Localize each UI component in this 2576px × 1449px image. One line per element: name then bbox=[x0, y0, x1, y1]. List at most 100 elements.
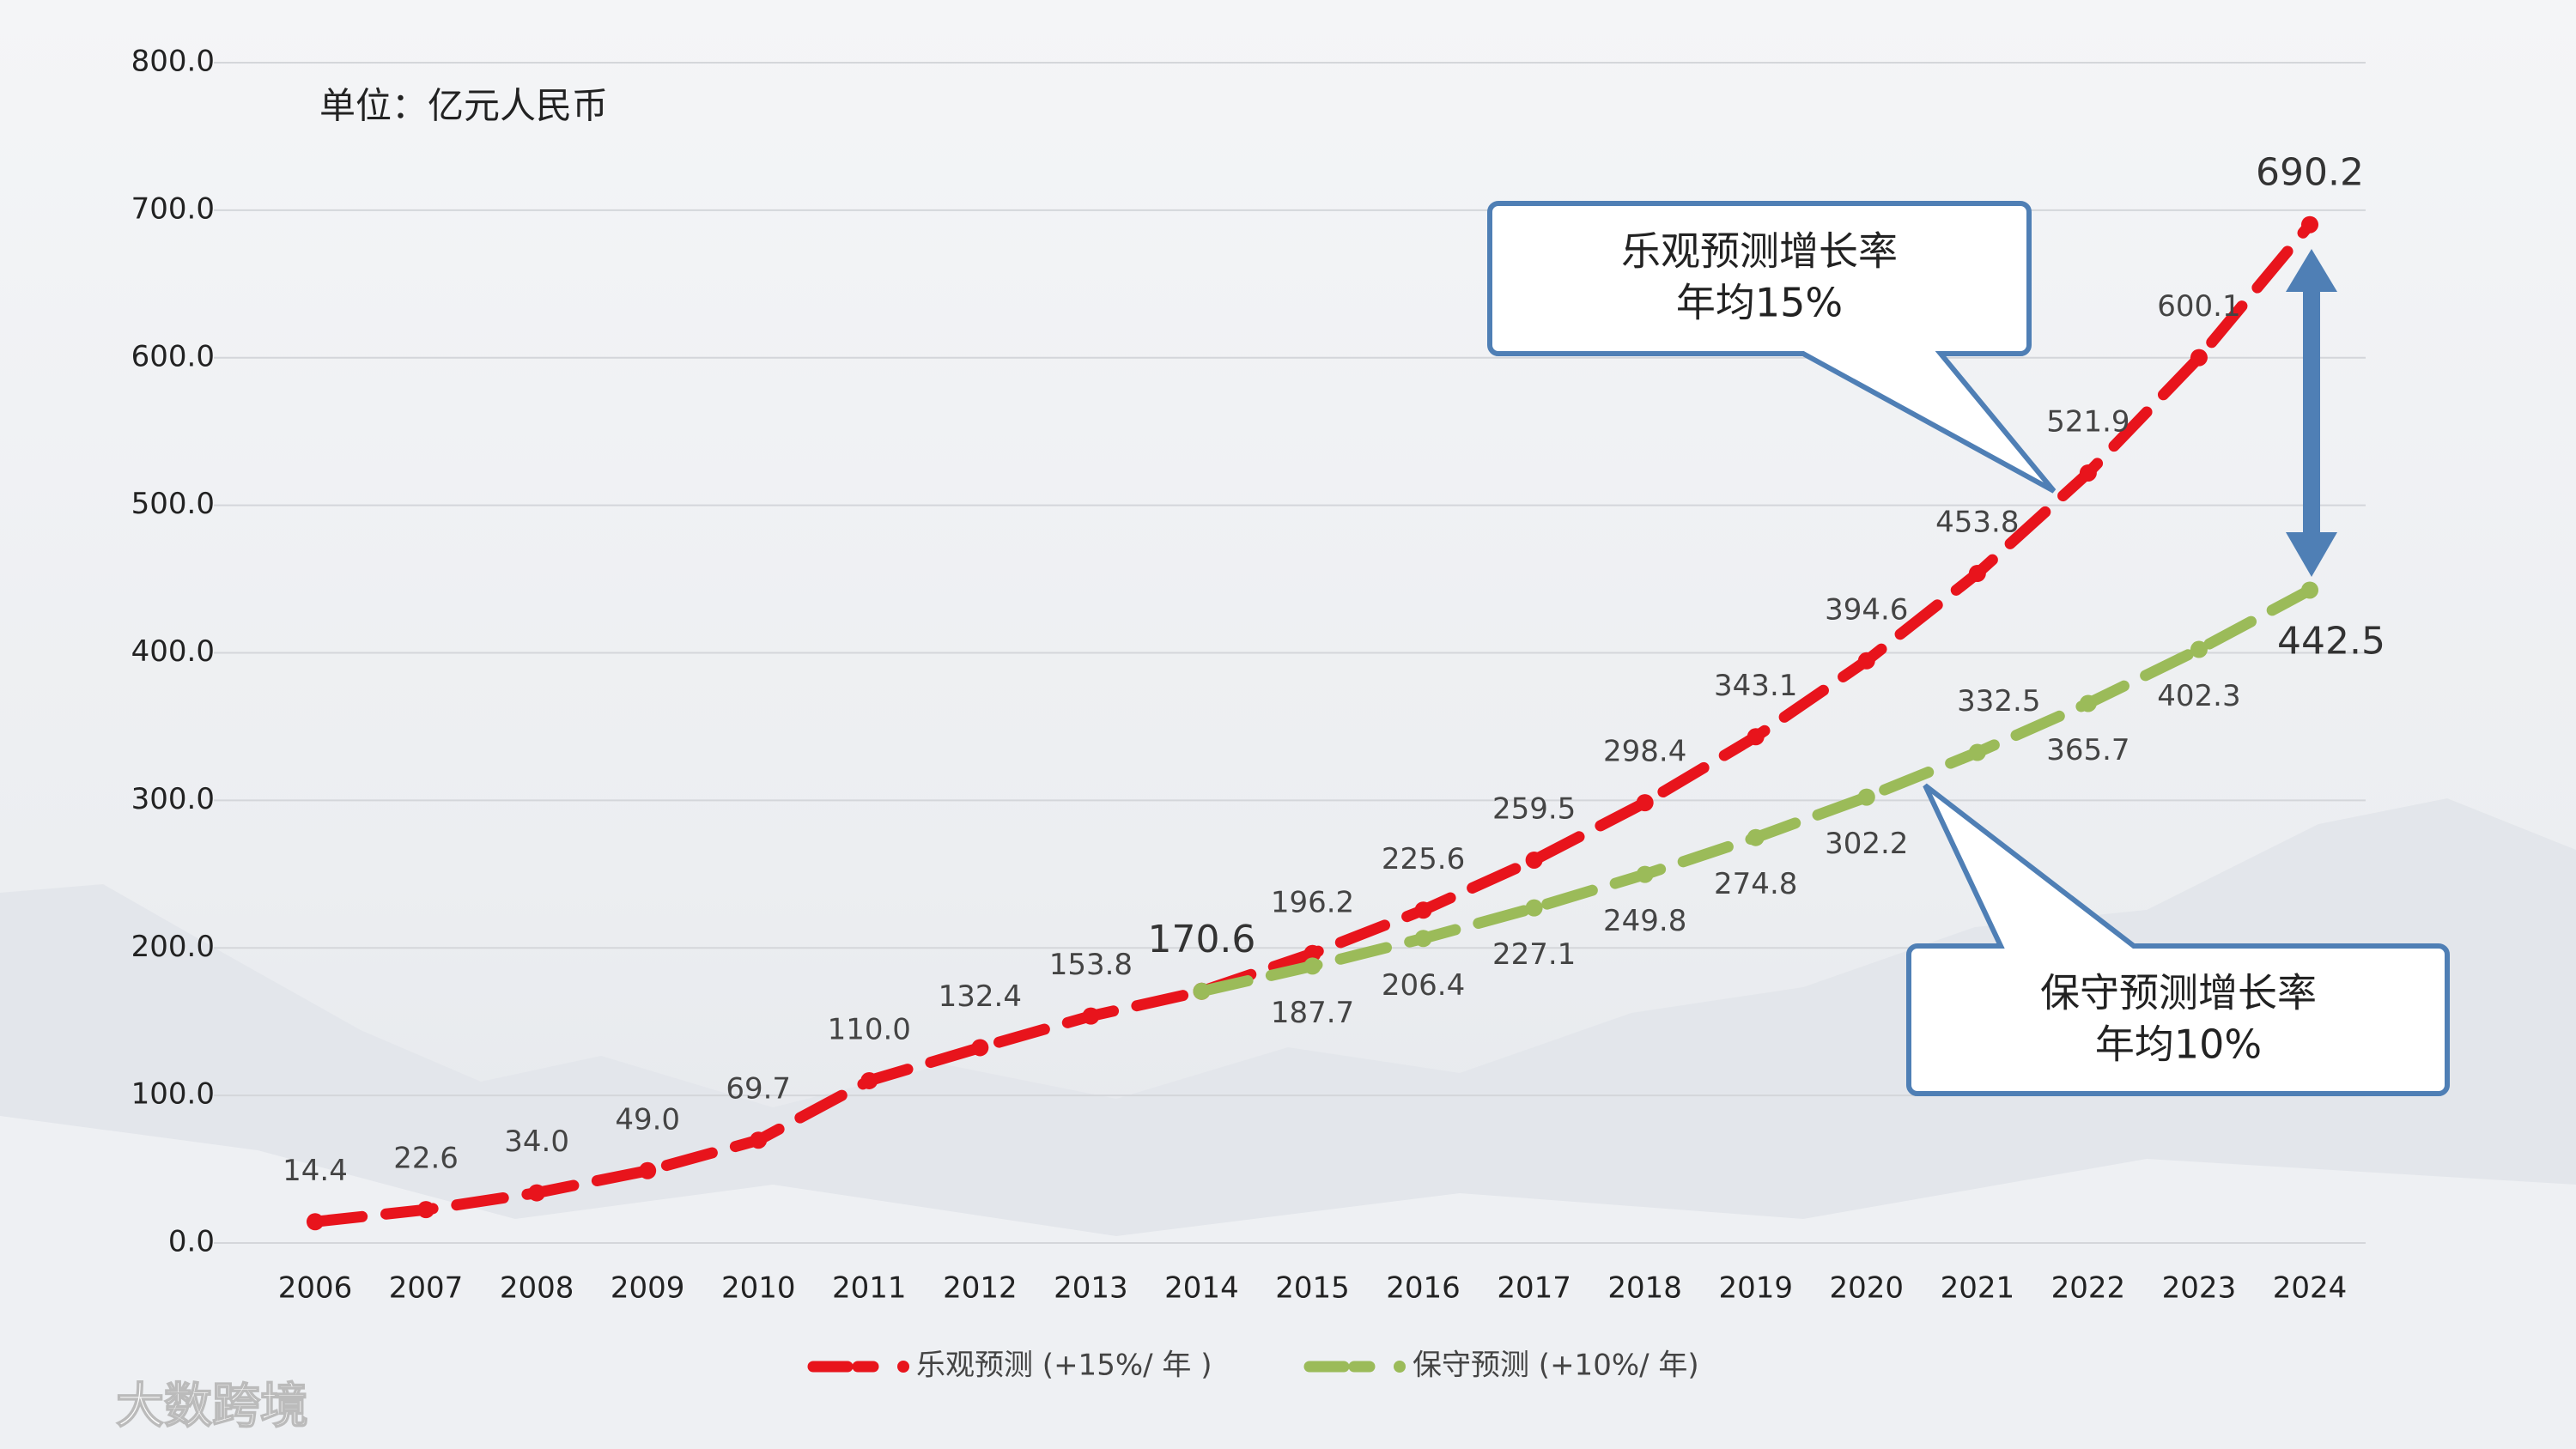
x-tick-label: 2018 bbox=[1607, 1271, 1682, 1306]
point bbox=[1857, 788, 1875, 806]
point bbox=[1747, 828, 1765, 846]
x-tick-label: 2019 bbox=[1718, 1271, 1793, 1306]
data-label: 259.5 bbox=[1492, 791, 1576, 826]
data-label: 690.2 bbox=[2256, 151, 2364, 195]
point bbox=[1968, 565, 1986, 583]
point bbox=[417, 1201, 435, 1219]
data-label: 196.2 bbox=[1271, 885, 1354, 919]
data-label: 225.6 bbox=[1382, 842, 1465, 876]
point bbox=[1082, 1007, 1100, 1025]
data-label: 302.2 bbox=[1825, 827, 1908, 861]
callout-text: 年均10% bbox=[2095, 1022, 2262, 1068]
x-tick-label: 2013 bbox=[1054, 1271, 1128, 1306]
x-tick-label: 2017 bbox=[1497, 1271, 1571, 1306]
data-label: 187.7 bbox=[1271, 996, 1354, 1030]
data-label: 521.9 bbox=[2046, 404, 2129, 439]
legend-dot bbox=[897, 1361, 909, 1373]
data-label: 49.0 bbox=[615, 1102, 680, 1137]
data-label: 365.7 bbox=[2046, 733, 2129, 767]
gap-arrow bbox=[2286, 249, 2337, 577]
data-label: 170.6 bbox=[1147, 918, 1255, 961]
data-label: 132.4 bbox=[939, 979, 1022, 1014]
x-tick-label: 2010 bbox=[721, 1271, 796, 1306]
data-label: 110.0 bbox=[828, 1012, 911, 1046]
data-label: 22.6 bbox=[393, 1142, 459, 1176]
x-tick-label: 2012 bbox=[943, 1271, 1018, 1306]
y-tick-label: 300.0 bbox=[131, 782, 215, 816]
y-tick-label: 600.0 bbox=[131, 339, 215, 373]
point bbox=[1414, 930, 1432, 948]
y-tick-label: 0.0 bbox=[168, 1225, 215, 1259]
point bbox=[1303, 944, 1321, 962]
point bbox=[1636, 865, 1654, 883]
x-tick-label: 2009 bbox=[611, 1271, 685, 1306]
x-tick-label: 2006 bbox=[278, 1271, 353, 1306]
data-label: 206.4 bbox=[1382, 968, 1465, 1003]
y-tick-label: 700.0 bbox=[131, 191, 215, 226]
data-label: 343.1 bbox=[1714, 669, 1797, 703]
point bbox=[2190, 640, 2208, 658]
x-tick-label: 2008 bbox=[500, 1271, 574, 1306]
x-tick-label: 2015 bbox=[1275, 1271, 1350, 1306]
point bbox=[750, 1131, 768, 1149]
data-label: 249.8 bbox=[1603, 904, 1686, 938]
point bbox=[2079, 694, 2097, 712]
point bbox=[1414, 901, 1432, 919]
data-label: 14.4 bbox=[283, 1154, 348, 1188]
callout-box bbox=[1906, 783, 2450, 1096]
point bbox=[971, 1039, 989, 1057]
data-label: 600.1 bbox=[2157, 289, 2240, 324]
legend-dot bbox=[1394, 1361, 1406, 1373]
callout-box bbox=[1487, 201, 2057, 494]
legend-label: 乐观预测 (+15%/ 年 ) bbox=[916, 1349, 1212, 1383]
point bbox=[1525, 899, 1543, 917]
y-tick-label: 400.0 bbox=[131, 634, 215, 669]
point bbox=[2190, 349, 2208, 367]
point bbox=[1636, 794, 1654, 812]
callout-text: 保守预测增长率 bbox=[2040, 970, 2317, 1016]
point bbox=[2079, 464, 2097, 482]
point bbox=[528, 1184, 546, 1202]
snow bbox=[0, 1116, 2576, 1449]
point bbox=[639, 1161, 657, 1179]
unit-label: 单位：亿元人民币 bbox=[319, 85, 608, 127]
data-label: 298.4 bbox=[1603, 735, 1686, 769]
data-label: 153.8 bbox=[1049, 948, 1133, 982]
point bbox=[2301, 215, 2318, 233]
data-label: 69.7 bbox=[726, 1072, 791, 1106]
x-tick-label: 2014 bbox=[1164, 1271, 1239, 1306]
plot-area: 0.0 100.0 200.0 300.0 400.0 500.0 600.0 700.0 80… bbox=[131, 45, 2385, 1383]
point bbox=[307, 1213, 324, 1231]
x-tick-label: 2022 bbox=[2051, 1271, 2126, 1306]
x-tick-label: 2007 bbox=[389, 1271, 464, 1306]
point bbox=[860, 1071, 878, 1089]
x-tick-label: 2016 bbox=[1386, 1271, 1461, 1306]
point bbox=[2301, 581, 2318, 599]
legend-label: 保守预测 (+10%/ 年) bbox=[1413, 1349, 1699, 1383]
data-label: 442.5 bbox=[2277, 619, 2385, 663]
point bbox=[1747, 728, 1765, 746]
x-tick-label: 2020 bbox=[1830, 1271, 1905, 1306]
data-label: 453.8 bbox=[1935, 506, 2019, 540]
y-tick-label: 100.0 bbox=[131, 1077, 215, 1112]
data-label: 394.6 bbox=[1825, 592, 1908, 627]
x-tick-label: 2021 bbox=[1941, 1271, 2015, 1306]
data-label: 274.8 bbox=[1714, 867, 1797, 901]
data-label: 34.0 bbox=[504, 1125, 569, 1159]
callout-text: 年均15% bbox=[1676, 280, 1843, 326]
point bbox=[1968, 743, 1986, 761]
x-tick-label: 2011 bbox=[832, 1271, 907, 1306]
data-label: 227.1 bbox=[1492, 937, 1576, 972]
data-label: 332.5 bbox=[1957, 684, 2040, 718]
callout-text: 乐观预测增长率 bbox=[1621, 228, 1898, 275]
y-tick-label: 800.0 bbox=[131, 45, 215, 79]
watermark: 大数跨境 bbox=[116, 1379, 308, 1434]
y-tick-label: 500.0 bbox=[131, 487, 215, 521]
point bbox=[1193, 982, 1211, 1000]
point bbox=[1303, 957, 1321, 975]
x-tick-label: 2024 bbox=[2273, 1271, 2348, 1306]
data-label: 402.3 bbox=[2157, 679, 2240, 713]
point bbox=[1525, 851, 1543, 869]
